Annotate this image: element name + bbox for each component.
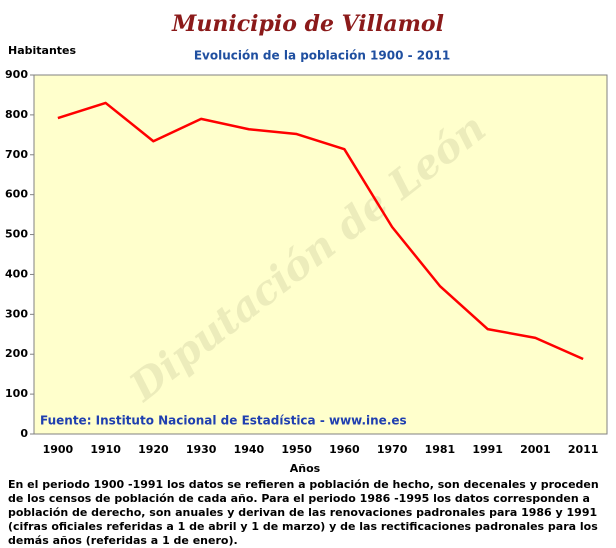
- y-tick-label: 900: [5, 68, 28, 81]
- y-tick-label: 400: [5, 267, 28, 280]
- x-tick-label: 1910: [90, 443, 121, 456]
- x-tick-label: 1970: [377, 443, 408, 456]
- chart-title: Municipio de Villamol: [171, 11, 444, 37]
- x-tick-label: 1960: [329, 443, 360, 456]
- y-tick-label: 200: [5, 347, 28, 360]
- x-tick-label: 1920: [138, 443, 169, 456]
- x-tick-label: 1900: [43, 443, 74, 456]
- plot-area: [33, 74, 608, 435]
- y-tick-label: 700: [5, 148, 28, 161]
- x-tick-label: 2011: [568, 443, 599, 456]
- note: En el periodo 1900 -1991 los datos se re…: [8, 478, 599, 547]
- y-tick-label: 500: [5, 228, 28, 241]
- x-tick-label: 1930: [186, 443, 217, 456]
- x-tick-label: 1981: [425, 443, 456, 456]
- y-tick-label: 100: [5, 387, 28, 400]
- x-tick-label: 1940: [234, 443, 265, 456]
- x-tick-label: 2001: [520, 443, 551, 456]
- x-tick-label: 1991: [472, 443, 503, 456]
- chart-subtitle: Evolución de la población 1900 - 2011: [194, 49, 450, 63]
- x-tick-label: 1950: [281, 443, 312, 456]
- y-tick-label: 0: [20, 427, 28, 440]
- source: Fuente: Instituto Nacional de Estadístic…: [40, 414, 407, 428]
- y-tick-label: 600: [5, 188, 28, 201]
- y-axis-label: Habitantes: [8, 44, 77, 57]
- line: [57, 101, 584, 361]
- x-axis-label: Años: [290, 462, 321, 475]
- y-tick-label: 800: [5, 108, 28, 121]
- y-tick-label: 300: [5, 307, 28, 320]
